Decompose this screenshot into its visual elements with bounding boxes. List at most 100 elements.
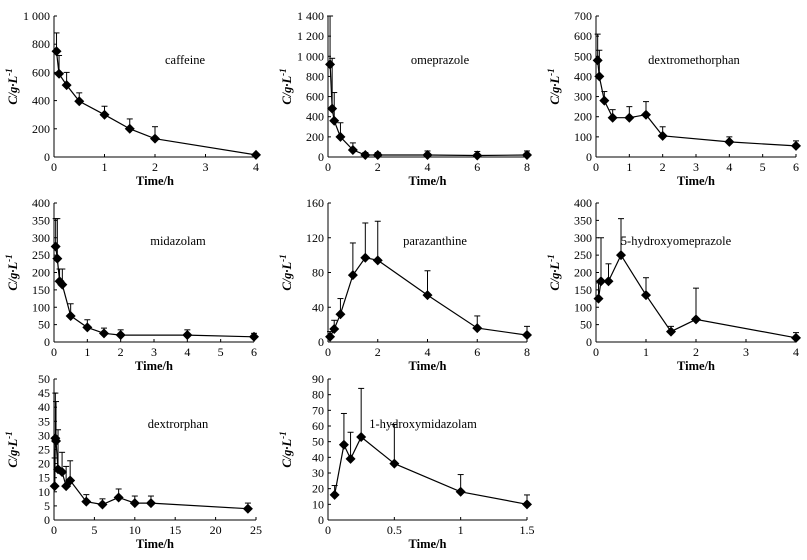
panel-6-data-point [791, 332, 801, 343]
panel-8-data-point [455, 486, 466, 497]
panel-2-y-tick-label: 200 [306, 130, 324, 144]
panel-4-y-axis-label: C/g·L-1 [4, 254, 20, 290]
panel-2-x-tick-label: 0 [325, 160, 331, 174]
panel-8-y-tick-label: 30 [312, 466, 324, 480]
panel-7-data-point [129, 498, 140, 509]
panel-4-data-point [182, 330, 193, 341]
panel-4-x-tick-label: 4 [184, 345, 190, 359]
panel-7-y-tick-label: 35 [38, 414, 50, 428]
panel-2-data-point [422, 149, 433, 160]
panel-6-y-tick-label: 250 [574, 248, 592, 262]
panel-2-data-point [347, 144, 358, 155]
panel-8-y-tick-label: 70 [312, 403, 324, 417]
panel-3-y-tick-label: 300 [574, 90, 592, 104]
panel-3-y-tick-label: 700 [574, 9, 592, 23]
panel-4-x-tick-label: 3 [151, 345, 157, 359]
panel-4-y-tick-label: 50 [38, 318, 50, 332]
panel-1-y-axis-label: C/g·L-1 [4, 68, 20, 104]
panel-1-x-tick-label: 4 [253, 160, 259, 174]
panel-2-y-tick-label: 1 400 [297, 9, 324, 23]
panel-4-data-point [249, 331, 259, 342]
panel-3-data-point [641, 109, 651, 120]
panel-7-data-point [49, 481, 60, 492]
panel-5-x-tick-label: 4 [425, 345, 431, 359]
panel-6-x-axis-label: Time/h [677, 359, 715, 373]
panel-5-data-point [329, 323, 340, 334]
panel-7-y-tick-label: 30 [38, 428, 50, 442]
panel-5-data-point [335, 309, 346, 320]
panel-8-y-tick-label: 20 [312, 482, 324, 496]
panel-8-series-line [334, 436, 528, 505]
panel-1-data-point [61, 80, 72, 91]
panel-5-y-tick-label: 80 [312, 266, 324, 280]
panel-6-y-tick-label: 150 [574, 283, 592, 297]
panel-7-y-axis-label: C/g·L-1 [4, 431, 20, 467]
panel-4-y-tick-label: 150 [32, 283, 50, 297]
panel-7-data-point [65, 475, 76, 486]
panel-1-y-tick-label: 600 [32, 65, 50, 79]
panel-1-y-tick-label: 0 [44, 150, 50, 164]
panel-3-data-point [592, 55, 603, 66]
panel-4-series-line [55, 246, 255, 338]
panel-7-title: dextrorphan [148, 417, 209, 431]
panel-7-y-tick-label: 10 [38, 485, 50, 499]
panel-8-data-point [522, 499, 532, 510]
panel-6-data-point [691, 314, 701, 325]
panel-1-data-point [54, 68, 65, 79]
panel-2-data-point [372, 149, 383, 160]
panel-4-x-tick-label: 6 [251, 345, 257, 359]
panel-4-y-tick-label: 350 [32, 213, 50, 227]
panel-6-y-tick-label: 0 [586, 335, 592, 349]
panel-6-y-tick-label: 400 [574, 196, 592, 210]
panel-4-data-point [65, 310, 76, 321]
panel-6-data-point [603, 276, 614, 287]
panel-6-data-point [596, 276, 606, 287]
panel-7-x-tick-label: 15 [169, 523, 181, 537]
panel-8-x-tick-label: 0.5 [387, 523, 402, 537]
panel-7-x-tick-label: 25 [250, 523, 262, 537]
panel-1-x-axis-label: Time/h [136, 174, 174, 188]
panel-3-x-tick-label: 5 [760, 160, 766, 174]
panel-5-data-point [472, 323, 483, 334]
panel-3-data-point [607, 112, 618, 123]
panel-3-x-tick-label: 2 [660, 160, 666, 174]
panel-5-y-tick-label: 40 [312, 300, 324, 314]
panel-3-data-point [657, 130, 668, 141]
panel-8-data-point [389, 458, 400, 469]
panel-2-data-point [325, 59, 336, 70]
panel-2-data-point [522, 149, 532, 160]
panel-7-data-point [57, 467, 68, 478]
panel-4-x-tick-label: 1 [84, 345, 90, 359]
panel-3-x-tick-label: 4 [726, 160, 732, 174]
panel-5-y-tick-label: 0 [318, 335, 324, 349]
panel-4-title: midazolam [150, 234, 206, 248]
panel-2-y-tick-label: 1 200 [297, 29, 324, 43]
panel-3-x-tick-label: 3 [693, 160, 699, 174]
panel-2-y-tick-label: 1 000 [297, 49, 324, 63]
panel-3-data-point [624, 112, 635, 123]
panel-1-y-tick-label: 200 [32, 122, 50, 136]
panel-5-x-tick-label: 2 [375, 345, 381, 359]
panel-4-y-tick-label: 400 [32, 196, 50, 210]
panel-1-data-point [251, 149, 261, 160]
panel-4-x-tick-label: 2 [118, 345, 124, 359]
panel-5-y-axis-label: C/g·L-1 [278, 254, 294, 290]
panel-2-data-point [335, 131, 346, 142]
panel-6-y-tick-label: 350 [574, 213, 592, 227]
panel-8-data-point [345, 453, 356, 464]
panel-3-x-axis-label: Time/h [677, 174, 715, 188]
panel-3-x-tick-label: 1 [626, 160, 632, 174]
panel-6-data-point [641, 290, 651, 301]
panel-6-x-tick-label: 3 [743, 345, 749, 359]
panel-7-y-tick-label: 0 [44, 513, 50, 527]
panel-1-y-tick-label: 800 [32, 37, 50, 51]
panel-3-data-point [594, 71, 605, 82]
panel-2-x-tick-label: 2 [375, 160, 381, 174]
panel-8-x-tick-label: 0 [325, 523, 331, 537]
panel-8-y-tick-label: 50 [312, 435, 324, 449]
panel-5-y-tick-label: 120 [306, 231, 324, 245]
panel-3-y-tick-label: 0 [586, 150, 592, 164]
panel-8-y-tick-label: 90 [312, 372, 324, 386]
panel-1-data-point [51, 46, 62, 57]
panel-7-x-tick-label: 10 [129, 523, 141, 537]
